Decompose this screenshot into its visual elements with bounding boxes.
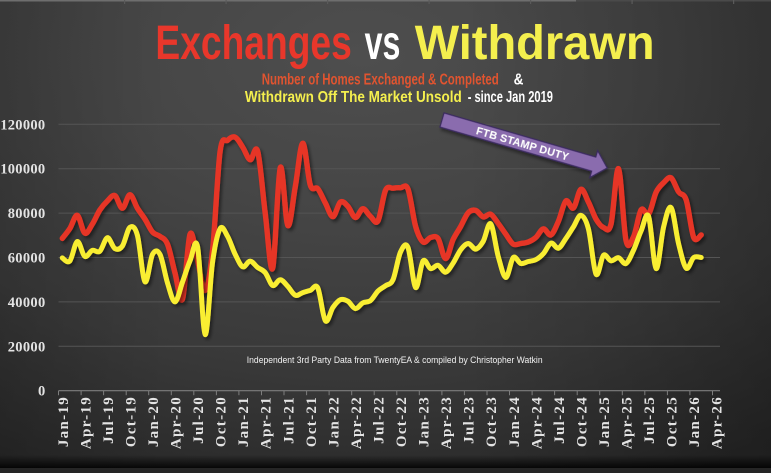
svg-text:Withdrawn Off The Market Unsol: Withdrawn Off The Market Unsold <box>245 89 462 106</box>
svg-text:Jul-20: Jul-20 <box>191 396 207 444</box>
svg-text:- since Jan 2019: - since Jan 2019 <box>468 89 554 106</box>
svg-text:Jul-19: Jul-19 <box>101 396 117 444</box>
svg-text:Independent 3rd Party Data fro: Independent 3rd Party Data from TwentyEA… <box>247 355 543 366</box>
svg-text:Oct-24: Oct-24 <box>574 396 590 447</box>
svg-text:Jul-22: Jul-22 <box>372 396 388 444</box>
svg-text:Apr-25: Apr-25 <box>620 396 636 449</box>
svg-text:Oct-19: Oct-19 <box>123 396 139 447</box>
svg-text:Exchanges: Exchanges <box>155 17 351 70</box>
svg-text:80000: 80000 <box>8 206 46 222</box>
svg-text:Oct-21: Oct-21 <box>304 396 320 447</box>
svg-text:Apr-26: Apr-26 <box>710 396 726 449</box>
svg-text:Number of Homes Exchanged & Co: Number of Homes Exchanged & Completed <box>262 72 499 89</box>
svg-text:Apr-20: Apr-20 <box>169 396 185 449</box>
svg-text:Oct-23: Oct-23 <box>484 396 500 447</box>
svg-text:Oct-25: Oct-25 <box>665 396 681 447</box>
svg-text:&: & <box>514 72 524 89</box>
svg-text:Apr-24: Apr-24 <box>529 396 545 449</box>
svg-text:20000: 20000 <box>8 339 46 355</box>
svg-text:Oct-22: Oct-22 <box>394 396 410 447</box>
svg-text:Jul-24: Jul-24 <box>552 396 568 444</box>
svg-text:60000: 60000 <box>8 251 46 267</box>
svg-text:100000: 100000 <box>0 162 45 178</box>
svg-text:0: 0 <box>38 384 46 400</box>
svg-text:40000: 40000 <box>8 295 46 311</box>
svg-text:Jul-21: Jul-21 <box>281 396 297 444</box>
svg-text:Apr-22: Apr-22 <box>349 396 365 449</box>
svg-text:Jan-23: Jan-23 <box>417 396 433 447</box>
svg-text:Jan-25: Jan-25 <box>597 396 613 447</box>
svg-text:Apr-23: Apr-23 <box>439 396 455 449</box>
svg-text:Jan-24: Jan-24 <box>507 396 523 447</box>
svg-text:Jan-19: Jan-19 <box>56 396 72 447</box>
svg-text:Apr-19: Apr-19 <box>78 396 94 449</box>
svg-text:Jan-21: Jan-21 <box>236 396 252 447</box>
svg-text:vs: vs <box>365 17 401 70</box>
svg-text:Apr-21: Apr-21 <box>259 396 275 449</box>
svg-text:Jul-23: Jul-23 <box>462 396 478 444</box>
svg-text:Jan-26: Jan-26 <box>687 396 703 447</box>
svg-text:Withdrawn: Withdrawn <box>415 17 655 70</box>
svg-text:Jul-25: Jul-25 <box>642 396 658 444</box>
svg-text:120000: 120000 <box>0 117 45 133</box>
svg-text:Jan-22: Jan-22 <box>326 396 342 447</box>
svg-text:Oct-20: Oct-20 <box>214 396 230 447</box>
svg-text:Jan-20: Jan-20 <box>146 396 162 447</box>
